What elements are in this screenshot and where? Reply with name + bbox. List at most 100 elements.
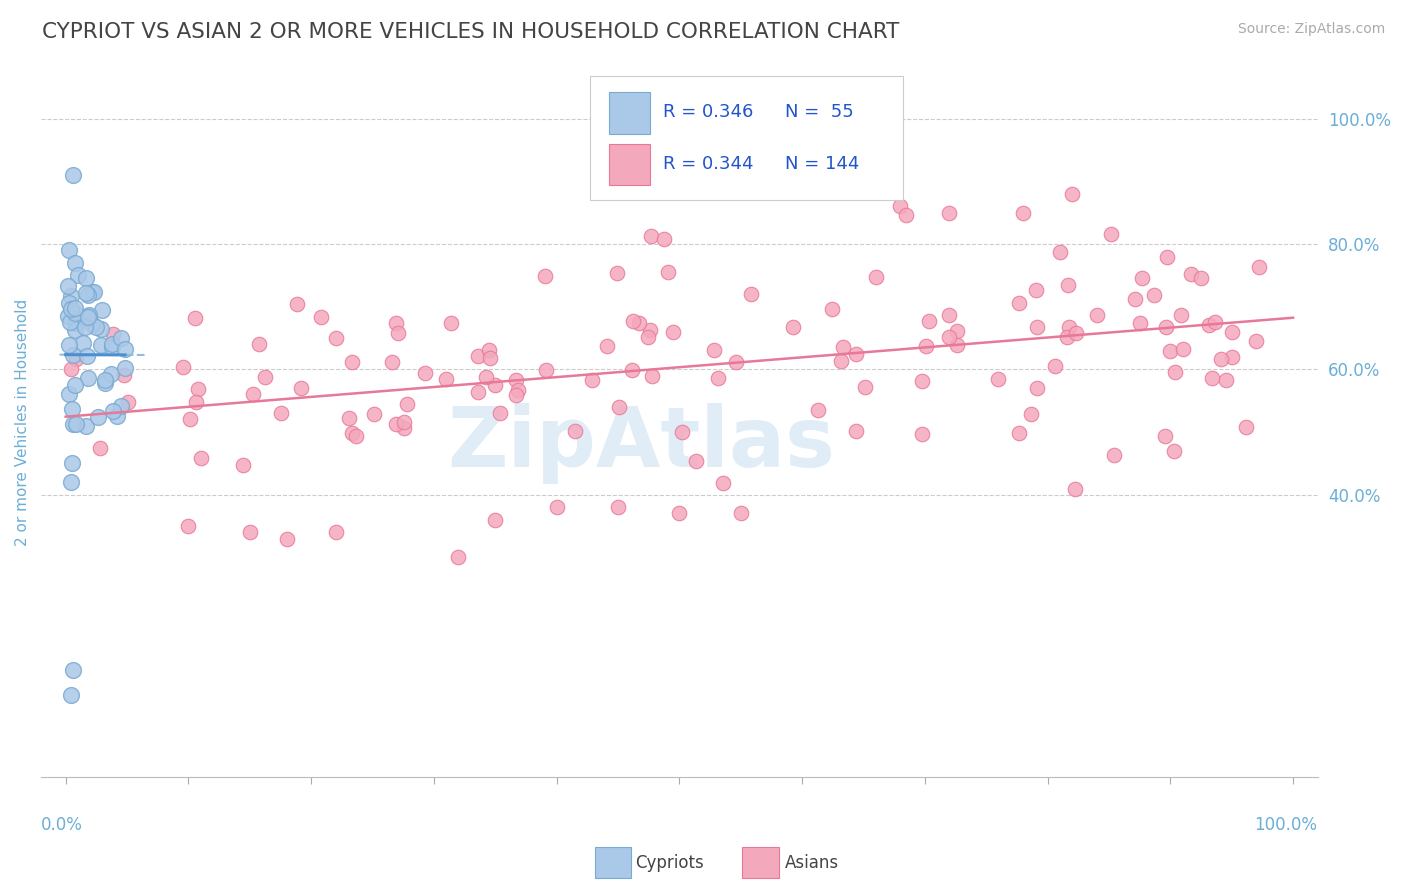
Point <box>821 301 844 316</box>
Point <box>392 421 415 435</box>
Point <box>1026 381 1049 395</box>
Point <box>478 343 501 357</box>
Point <box>484 513 506 527</box>
Point <box>534 269 557 284</box>
Point <box>1104 448 1126 462</box>
Point <box>505 388 527 402</box>
Point <box>363 407 385 421</box>
Point <box>447 550 470 565</box>
Point <box>945 324 967 338</box>
Point <box>385 417 408 431</box>
Point <box>1012 205 1035 219</box>
Point <box>90 337 112 351</box>
Point <box>387 326 409 340</box>
Point <box>73 319 96 334</box>
Point <box>467 385 489 400</box>
Point <box>101 340 124 354</box>
Point <box>911 427 934 442</box>
Point <box>344 428 367 442</box>
FancyBboxPatch shape <box>609 92 650 134</box>
Point <box>110 399 132 413</box>
Point <box>637 329 659 343</box>
Point <box>1246 334 1268 348</box>
Point <box>475 370 498 384</box>
Point <box>488 406 510 420</box>
Text: R = 0.344: R = 0.344 <box>662 155 754 173</box>
Point <box>337 411 360 425</box>
Point <box>607 500 630 515</box>
Point <box>1156 319 1178 334</box>
Point <box>1129 316 1152 330</box>
Text: Cypriots: Cypriots <box>636 855 704 872</box>
Point <box>65 316 87 330</box>
Point <box>77 308 100 322</box>
Point <box>1180 267 1202 281</box>
Point <box>65 352 87 367</box>
Point <box>117 395 139 409</box>
Point <box>607 400 630 414</box>
Point <box>1066 326 1088 340</box>
Point <box>1056 278 1078 293</box>
Point <box>184 395 207 409</box>
Point <box>172 360 194 375</box>
Point <box>1056 330 1078 344</box>
Point <box>309 310 332 324</box>
Point <box>1043 359 1066 373</box>
Point <box>84 319 107 334</box>
Point <box>392 415 415 429</box>
Point <box>76 287 98 301</box>
Point <box>782 320 804 334</box>
Point <box>413 366 436 380</box>
Point <box>1025 284 1047 298</box>
Point <box>87 410 110 425</box>
FancyBboxPatch shape <box>591 76 903 200</box>
Point <box>285 297 308 311</box>
Point <box>638 323 661 337</box>
Point <box>484 377 506 392</box>
Point <box>325 525 347 540</box>
Point <box>75 270 97 285</box>
Point <box>1215 373 1237 387</box>
Point <box>1234 420 1257 434</box>
Point <box>83 285 105 299</box>
Point <box>938 329 960 343</box>
Point <box>914 338 936 352</box>
Point <box>60 302 83 317</box>
Point <box>1019 407 1042 421</box>
Point <box>58 315 80 329</box>
Point <box>938 308 960 322</box>
Text: N = 144: N = 144 <box>786 155 859 173</box>
Point <box>685 454 707 468</box>
Point <box>830 354 852 368</box>
Point <box>94 376 117 391</box>
Point <box>290 381 312 395</box>
Point <box>58 337 80 351</box>
Point <box>987 372 1010 386</box>
Point <box>340 426 363 441</box>
Text: 100.0%: 100.0% <box>1254 815 1317 833</box>
Point <box>62 348 84 362</box>
Point <box>60 289 83 303</box>
Point <box>385 316 408 330</box>
Point <box>662 326 685 340</box>
Point <box>63 322 86 336</box>
Point <box>434 372 457 386</box>
Point <box>853 380 876 394</box>
Point <box>276 532 298 546</box>
Point <box>190 450 212 465</box>
Point <box>58 296 80 310</box>
Point <box>889 199 911 213</box>
Point <box>467 349 489 363</box>
Point <box>62 417 84 431</box>
Point <box>725 355 748 369</box>
Point <box>668 507 690 521</box>
Point <box>1026 320 1049 334</box>
Point <box>103 404 125 418</box>
Point <box>832 339 855 353</box>
Y-axis label: 2 or more Vehicles in Household: 2 or more Vehicles in Household <box>15 299 30 546</box>
Point <box>114 361 136 376</box>
Point <box>730 507 752 521</box>
Point <box>1201 371 1223 385</box>
Point <box>534 363 557 377</box>
Point <box>72 335 94 350</box>
